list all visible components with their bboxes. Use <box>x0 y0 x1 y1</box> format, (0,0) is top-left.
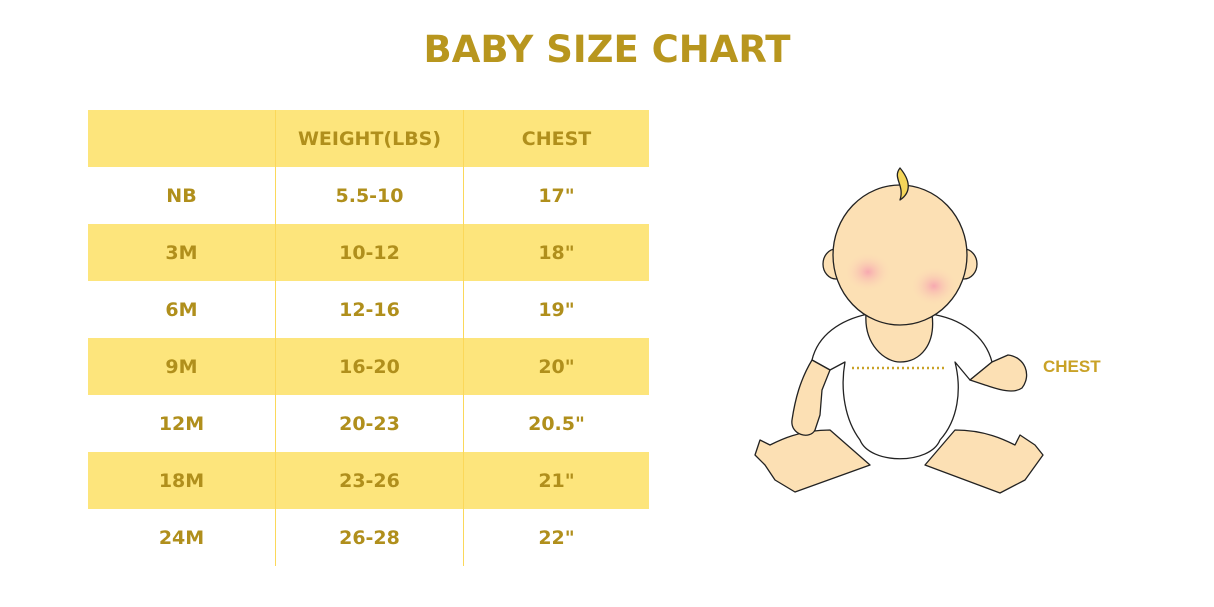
left-arm <box>791 359 831 436</box>
weight-cell: 5.5-10 <box>275 167 464 224</box>
header-cell: WEIGHT(LBS) <box>275 110 464 167</box>
weight-cell: 10-12 <box>275 224 464 281</box>
weight-cell: 23-26 <box>275 452 464 509</box>
size-cell: 6M <box>165 298 198 321</box>
right-arm <box>969 354 1028 392</box>
right-cheek-blush <box>910 266 958 306</box>
chest-cell: 20" <box>463 338 649 395</box>
chest-cell: 18" <box>463 224 649 281</box>
size-table: WEIGHT(LBS) CHEST NB 5.5-10 17" 3M 10-12 18"… <box>88 110 649 566</box>
head <box>832 184 968 326</box>
page-title: BABY SIZE CHART <box>423 28 791 71</box>
size-cell: NB <box>166 184 197 207</box>
table-row: 6M 12-16 19" <box>88 281 649 338</box>
size-cell: 18M <box>88 452 276 509</box>
table-row: 18M 23-26 21" <box>88 452 649 509</box>
table-row: 9M 16-20 20" <box>88 338 649 395</box>
chest-cell: 22" <box>538 526 575 549</box>
header-cell: CHEST <box>463 110 649 167</box>
weight-cell: 26-28 <box>275 509 464 566</box>
chest-cell: 20.5" <box>528 412 585 435</box>
neck <box>865 313 934 363</box>
table-row: NB 5.5-10 17" <box>88 167 649 224</box>
header-cell <box>88 110 276 167</box>
left-cheek-blush <box>844 252 892 292</box>
table-header-row: WEIGHT(LBS) CHEST <box>88 110 649 167</box>
chest-cell: 17" <box>538 184 575 207</box>
table-row: 12M 20-23 20.5" <box>88 395 649 452</box>
table-row: 3M 10-12 18" <box>88 224 649 281</box>
size-cell: 3M <box>88 224 276 281</box>
left-leg <box>754 429 871 493</box>
hair-curl <box>896 167 909 201</box>
right-leg <box>924 429 1044 494</box>
weight-cell: 12-16 <box>275 281 464 338</box>
chest-label: CHEST <box>1043 357 1101 376</box>
weight-cell: 16-20 <box>275 338 464 395</box>
size-cell: 9M <box>88 338 276 395</box>
chest-cell: 21" <box>463 452 649 509</box>
weight-cell: 20-23 <box>275 395 464 452</box>
chest-cell: 19" <box>538 298 575 321</box>
size-cell: 24M <box>158 526 205 549</box>
table-row: 24M 26-28 22" <box>88 509 649 566</box>
size-cell: 12M <box>158 412 205 435</box>
